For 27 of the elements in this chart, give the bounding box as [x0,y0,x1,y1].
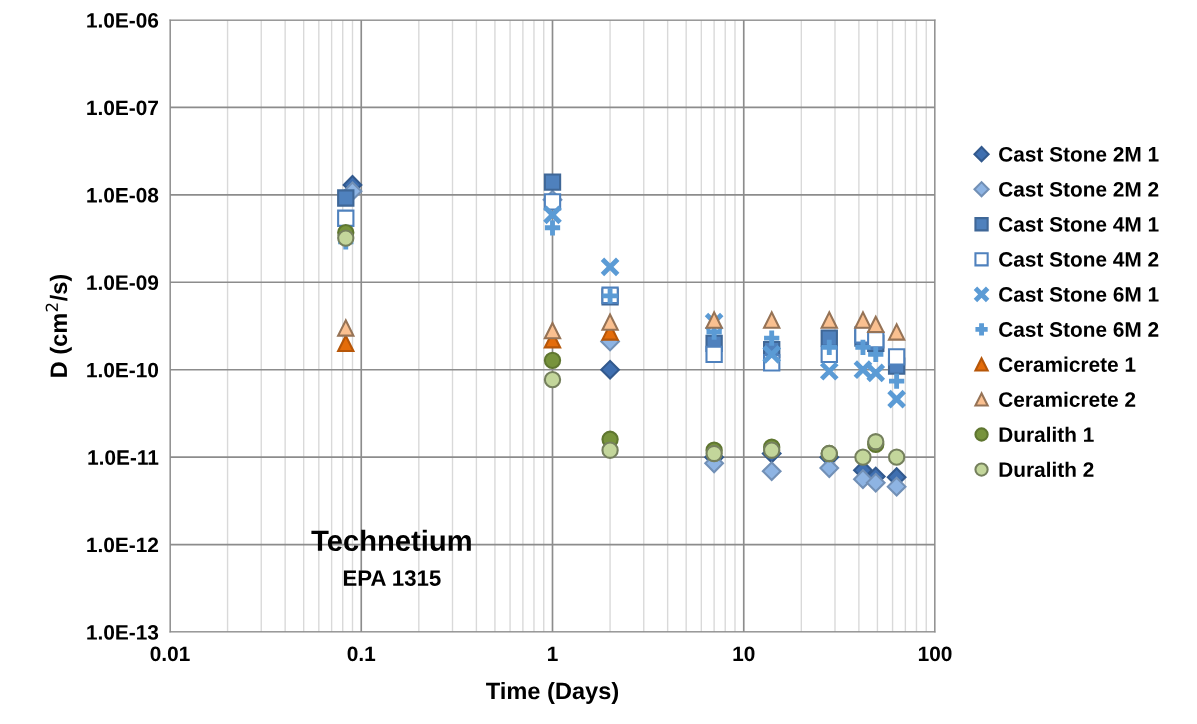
y-axis-title: D (cm$^{2}$/s) [45,274,72,377]
x-tick-label: 0.01 [150,646,190,662]
x-tick-label: 100 [918,646,952,662]
x-axis-title: Time (Days) [486,681,619,704]
annotation: EPA 1315 [343,570,441,586]
legend-label: Duralith 1 [999,426,1094,443]
legend-label: Ceramicrete 1 [999,356,1136,372]
y-tick-label: 1.0E-12 [87,537,159,553]
y-tick-label: 1.0E-09 [87,275,159,291]
legend-label: Duralith 2 [999,461,1094,478]
x-tick-label: 1 [548,646,558,661]
legend-label: Cast Stone 4M 2 [999,252,1159,267]
y-tick-label: 1.0E-08 [87,187,159,203]
y-tick-label: 1.0E-10 [87,362,159,378]
x-tick-label: 0.1 [347,646,376,662]
legend-label: Cast Stone 6M 2 [999,322,1159,337]
legend-label: Cast Stone 2M 1 [999,146,1159,162]
legend-label: Cast Stone 2M 2 [999,181,1159,197]
legend-label: Ceramicrete 2 [999,391,1136,407]
y-tick-label: 1.0E-11 [88,450,159,465]
legend-label: Cast Stone 6M 1 [999,287,1159,302]
legend-label: Cast Stone 4M 1 [999,216,1159,232]
y-tick-label: 1.0E-07 [87,100,158,116]
x-tick-label: 10 [733,646,755,662]
y-tick-label: 1.0E-13 [87,625,159,640]
annotation: Technetium [311,529,471,552]
y-tick-label: 1.0E-06 [87,13,159,28]
